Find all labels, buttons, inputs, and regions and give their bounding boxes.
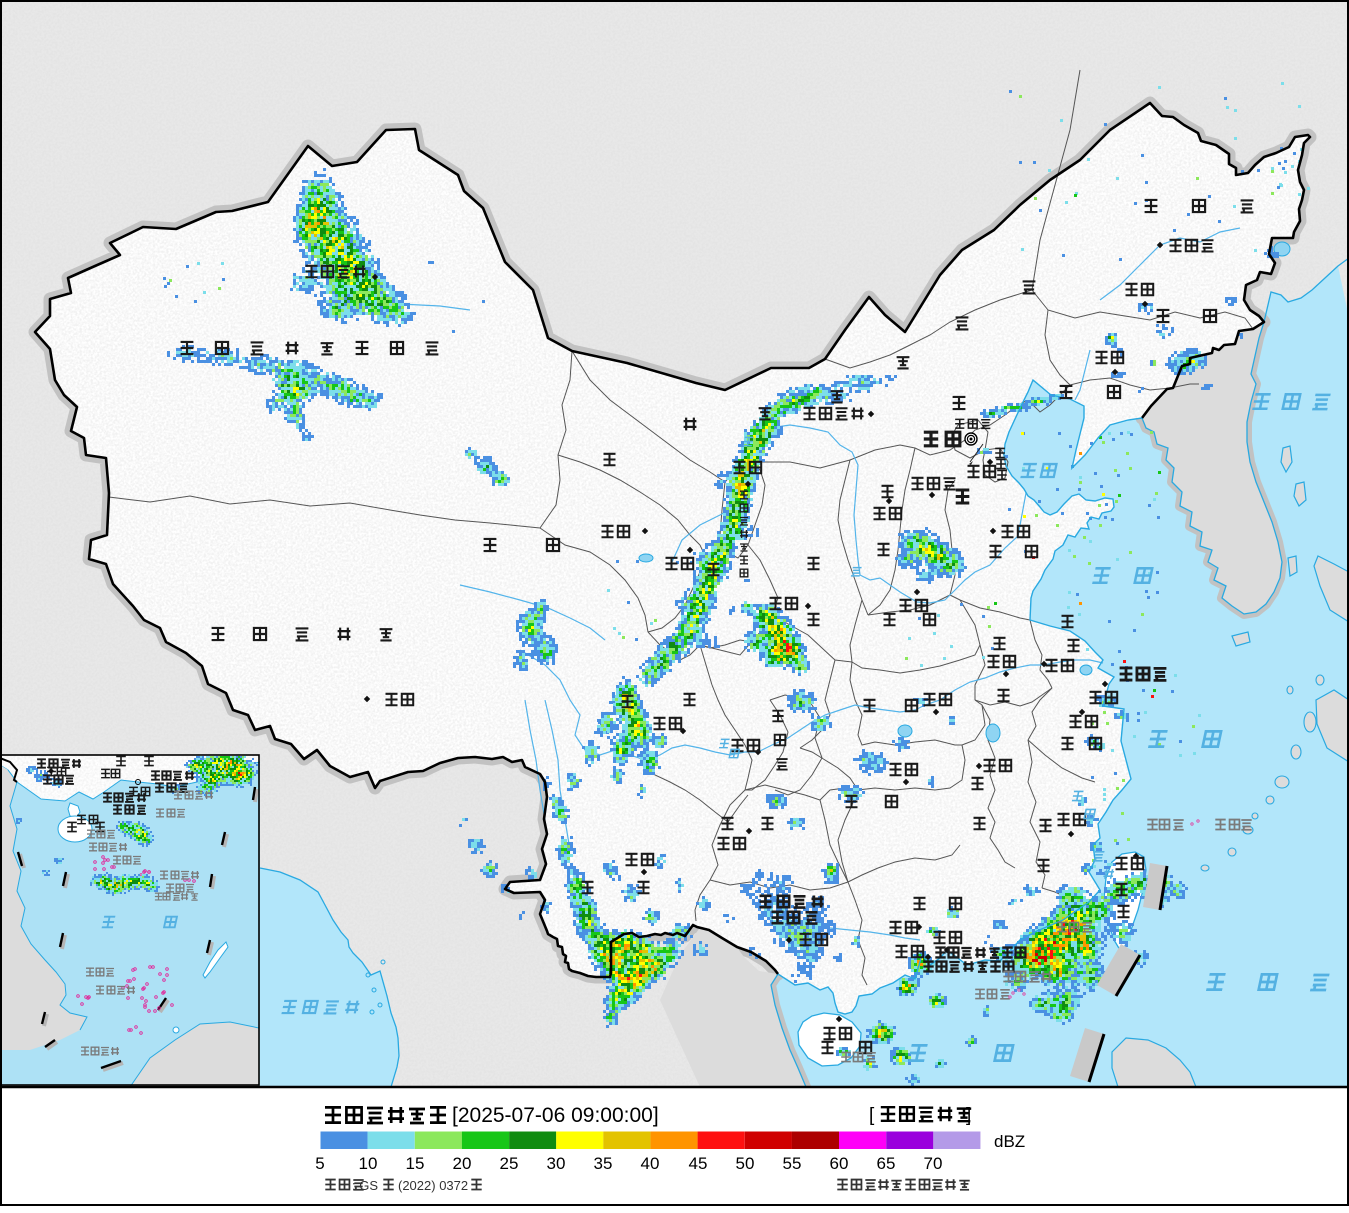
svg-text:15: 15 <box>406 1154 425 1173</box>
svg-text:20: 20 <box>453 1154 472 1173</box>
svg-text:60: 60 <box>830 1154 849 1173</box>
svg-text:10: 10 <box>359 1154 378 1173</box>
svg-text:[2025-07-06 09:00:00]: [2025-07-06 09:00:00] <box>452 1104 659 1127</box>
svg-text:65: 65 <box>877 1154 896 1173</box>
svg-text:50: 50 <box>736 1154 755 1173</box>
svg-text:70: 70 <box>924 1154 943 1173</box>
svg-text:5: 5 <box>315 1154 324 1173</box>
svg-text:35: 35 <box>594 1154 613 1173</box>
svg-text:40: 40 <box>641 1154 660 1173</box>
svg-text:dBZ: dBZ <box>994 1132 1025 1151</box>
svg-text:(2022) 0372: (2022) 0372 <box>398 1178 468 1193</box>
svg-text:55: 55 <box>783 1154 802 1173</box>
svg-text:[: [ <box>869 1105 875 1126</box>
svg-text:45: 45 <box>689 1154 708 1173</box>
svg-text:25: 25 <box>500 1154 519 1173</box>
svg-text:30: 30 <box>547 1154 566 1173</box>
svg-text:]: ] <box>966 1105 971 1126</box>
svg-text:: GS: : GS <box>352 1178 378 1193</box>
